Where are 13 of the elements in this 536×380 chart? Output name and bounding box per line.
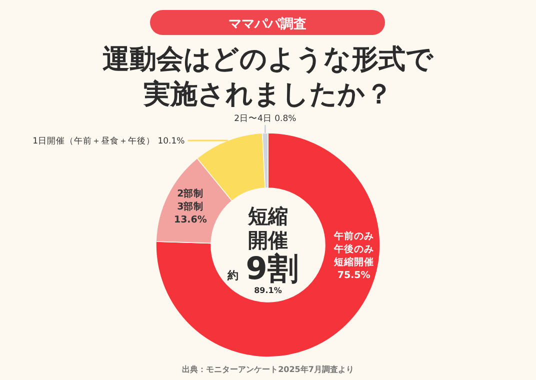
slice-label: 1日開催（午前＋昼食＋午後） 10.1% <box>32 135 185 146</box>
chart-subtitle: ママパパ調査 <box>228 16 306 32</box>
slice-label: 午前のみ午後のみ短縮開催 <box>332 230 374 268</box>
data-label: 13.6% <box>174 214 208 226</box>
text: 約 <box>226 269 238 282</box>
slice-label: 2部制3部制 <box>177 188 204 213</box>
slice-label: 2日〜4日 0.8% <box>234 114 296 124</box>
text: 89.1% <box>254 286 282 295</box>
text: 短縮開催 <box>247 204 288 252</box>
chart-title: 運動会はどのような形式で実施されましたか？ <box>102 44 434 110</box>
source-note: 出典：モニターアンケート2025年7月調査より <box>182 365 354 374</box>
text: 9割 <box>246 251 298 287</box>
data-label: 75.5% <box>337 270 371 281</box>
